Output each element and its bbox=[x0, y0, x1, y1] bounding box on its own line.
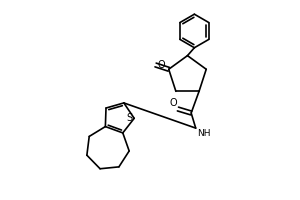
Text: O: O bbox=[169, 98, 177, 108]
Text: O: O bbox=[158, 60, 165, 70]
Text: S: S bbox=[126, 113, 132, 123]
Text: NH: NH bbox=[197, 129, 210, 138]
